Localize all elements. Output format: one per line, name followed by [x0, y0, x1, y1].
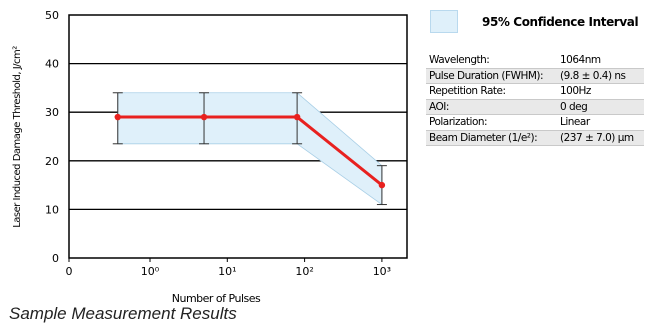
- x-tick-label-1000: 10³: [373, 265, 391, 278]
- y-axis-label: Laser Induced Damage Threshold, J/cm²: [12, 46, 23, 228]
- param-row: AOI: 0 deg: [426, 98, 644, 115]
- data-point-3: [378, 181, 386, 189]
- data-point-1: [200, 113, 208, 121]
- param-value: Linear: [560, 116, 590, 129]
- confidence-band: [117, 92, 383, 206]
- param-value: (9.8 ± 0.4) ns: [557, 67, 644, 84]
- param-key: AOI:: [426, 98, 557, 115]
- param-value: 0 deg: [557, 98, 644, 115]
- y-tick-label-10: 10: [45, 203, 59, 216]
- series-line: [117, 115, 383, 187]
- param-value: 100Hz: [560, 85, 591, 98]
- y-tick-label-50: 50: [45, 9, 59, 22]
- param-row: Polarization: Linear: [426, 115, 644, 131]
- param-row: Beam Diameter (1/e²): (237 ± 7.0) µm: [426, 129, 644, 146]
- param-key: Polarization:: [429, 116, 488, 129]
- figure-caption: Sample Measurement Results: [9, 304, 237, 323]
- param-value: 1064nm: [560, 54, 601, 67]
- param-key: Beam Diameter (1/e²):: [426, 129, 557, 146]
- param-row: Pulse Duration (FWHM): (9.8 ± 0.4) ns: [426, 67, 644, 84]
- x-tick-label-0: 0: [66, 265, 73, 278]
- legend-swatch: [430, 10, 458, 33]
- tick-labels: 0 10 20 30 40 50 0 10⁰ 10¹ 10² 10³: [45, 9, 391, 278]
- y-tick-label-20: 20: [45, 155, 59, 168]
- data-point-0: [114, 113, 121, 121]
- param-key: Pulse Duration (FWHM):: [426, 67, 557, 84]
- x-tick-label-1: 10⁰: [141, 265, 160, 278]
- plot-frame: [68, 14, 408, 259]
- data-series: [114, 113, 386, 189]
- y-tick-label-30: 30: [45, 106, 59, 119]
- confidence-band-area: [117, 92, 383, 206]
- x-axis-label: Number of Pulses: [172, 292, 261, 305]
- measurement-parameters-table: Wavelength: 1064nm Pulse Duration (FWHM):(…: [426, 53, 644, 146]
- y-tick-label-40: 40: [45, 58, 59, 71]
- chart-legend: 95% Confidence Interval: [430, 10, 639, 33]
- plot-border: [68, 14, 408, 259]
- param-row: Repetition Rate: 100Hz: [426, 84, 644, 100]
- x-tick-label-100: 10²: [295, 265, 313, 278]
- param-row: Wavelength: 1064nm: [426, 53, 644, 68]
- damage-threshold-chart: 0 10 20 30 40 50 0 10⁰ 10¹ 10² 10³ Number of Pulse…: [12, 9, 408, 305]
- x-tick-label-10: 10¹: [218, 265, 236, 278]
- param-key: Repetition Rate:: [429, 85, 506, 98]
- legend-label: 95% Confidence Interval: [482, 14, 639, 29]
- y-tick-label-0: 0: [52, 252, 59, 265]
- data-point-2: [293, 113, 301, 121]
- param-key: Wavelength:: [429, 54, 490, 67]
- param-value: (237 ± 7.0) µm: [557, 129, 644, 146]
